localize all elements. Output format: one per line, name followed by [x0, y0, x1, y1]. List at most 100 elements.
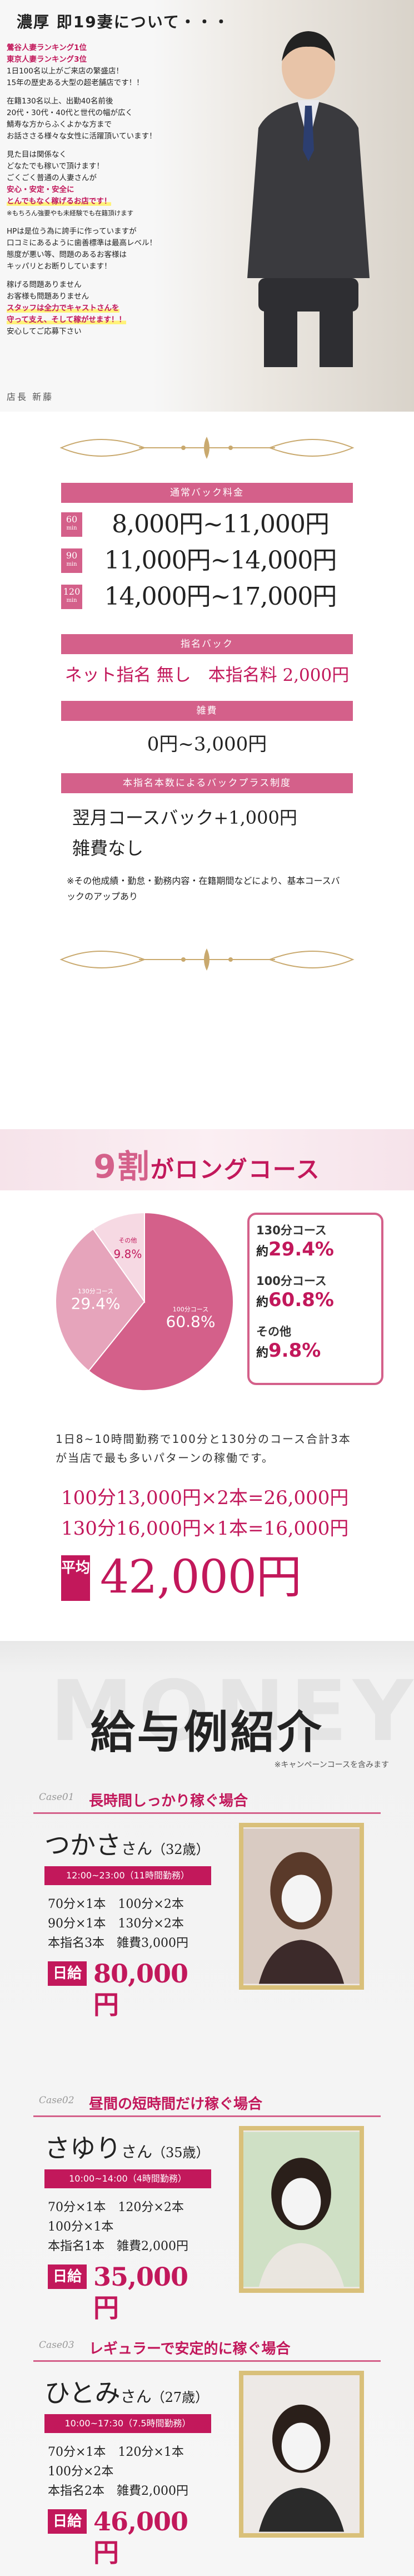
example-explanation: 1日8~10時間勤務で100分と130分のコース合計3本が当店で最も多いパターン… [56, 1432, 351, 1465]
pie-slice-label: 130分コース [78, 1288, 113, 1295]
case-number: Case03 [39, 2340, 74, 2351]
example-line: 130分16,000円×1本=16,000円 [61, 1517, 349, 1540]
salary-ghost-text: MONEY [50, 1663, 414, 1760]
salary-case-2: Case02 昼間の短時間だけ稼ぐ場合 さゆりさん（35歳） 10:00~14:… [33, 2092, 381, 2325]
pie-slice-label: その他 [118, 1237, 137, 1244]
pie-slice-value: 60.8% [166, 1312, 216, 1331]
course-badge: 120 min [61, 585, 82, 609]
pie-slice-value: 29.4% [71, 1294, 121, 1313]
ornament-top [59, 437, 355, 459]
case-row: 本指名2本 雑費2,000円 [48, 2484, 188, 2498]
manager-line: 鯖寿な方からふくよかな方まで [7, 120, 112, 129]
course-badge: 90 min [61, 548, 82, 573]
case-time: 12:00~23:00（11時間勤務） [44, 1866, 211, 1885]
case-photo [239, 2126, 364, 2293]
manager-line: ごくごく普通の人妻さんが [7, 174, 97, 182]
manager-line: どなたでも稼いで頂けます！ [7, 162, 104, 171]
case-name: ひとみさん（27歳） [44, 2378, 209, 2408]
plus-title: 本指名本数によるバックプラス制度 [61, 773, 353, 793]
average-income: 平均 42,000円 [61, 1552, 372, 1603]
example-line: 100分13,000円×2本=26,000円 [61, 1487, 349, 1509]
case-row: 70分×1本 120分×1本 [48, 2445, 184, 2459]
basic-back-title: 通常バック料金 [61, 483, 353, 503]
case-header: Case01 長時間しっかり稼ぐ場合 [33, 1788, 381, 1814]
nomination-title: 指名バック [61, 634, 353, 654]
manager-line: 見た目は関係なく [7, 150, 67, 159]
plus-line1: 翌月コースバック+1,000円 [72, 807, 297, 828]
manager-line: ※もちろん強要やも未経験でも在籍頂けます [7, 209, 134, 217]
case-header: Case03 レギュラーで安定的に稼ぐ場合 [33, 2336, 381, 2362]
manager-line: 在籍130名以上、出勤40名前後 [7, 97, 113, 106]
manager-line: 態度が悪い等、問題のあるお客様は [7, 250, 127, 259]
pie-slice-2 [55, 1228, 146, 1372]
legend-item: 100分コース 約60.8% [256, 1274, 334, 1311]
case-row: 70分×1本 100分×2本 [48, 1897, 184, 1911]
pie-slice-1 [88, 1212, 234, 1391]
price-amount: 14,000円~17,000円 [104, 582, 337, 611]
salary-title: 給与例紹介 [90, 1707, 324, 1758]
manager-line: 1日100名以上がご来店の繁盛店！ [7, 67, 123, 76]
plus-note: ※その他成績・勤怠・勤務内容・在籍期間などにより、基本コースバックのアップあり [67, 876, 340, 902]
case-title: 長時間しっかり稼ぐ場合 [89, 1793, 248, 1809]
manager-line: 守って支え、そして稼がせます！！ [7, 315, 126, 324]
manager-line: 稼げる問題ありません [7, 280, 82, 289]
manager-signature: 店長 新藤 [7, 392, 54, 402]
salary-note: ※キャンペーンコースを含みます [274, 1761, 389, 1769]
nomination-text: ネット指名 無し 本指名料 2,000円 [64, 665, 350, 685]
manager-section: 濃厚 即19妻について・・・ 鶯谷人妻ランキング1位 東京人妻ランキング3位 1… [0, 0, 414, 412]
price-amount: 8,000円~11,000円 [112, 510, 330, 538]
price-amount: 11,000円~14,000円 [104, 546, 337, 575]
manager-line: お話ささる様々な女性に活躍頂いています！ [7, 132, 157, 141]
salary-case-1: Case01 長時間しっかり稼ぐ場合 つかささん（32歳） 12:00~23:0… [33, 1788, 381, 2028]
pie-slice-value: 9.8% [114, 1247, 142, 1260]
manager-photo [153, 0, 414, 412]
case-header: Case02 昼間の短時間だけ稼ぐ場合 [33, 2092, 381, 2117]
price-row-120: 120 min 14,000円~17,000円 [61, 581, 353, 612]
case-title: レギュラーで安定的に稼ぐ場合 [89, 2341, 291, 2357]
misc-title: 雑費 [61, 701, 353, 721]
legend-item: その他 約9.8% [256, 1325, 321, 1362]
case-name: つかささん（32歳） [44, 1830, 210, 1860]
case-number: Case02 [39, 2095, 74, 2106]
manager-line: 15年の歴史ある大型の超老舗店です！！ [7, 78, 144, 87]
case-title: 昼間の短時間だけ稼ぐ場合 [89, 2096, 263, 2113]
course-badge: 60 min [61, 512, 82, 537]
manager-line: お客様も問題ありません [7, 292, 89, 301]
price-row-90: 90 min 11,000円~14,000円 [61, 545, 353, 576]
legend-item: 130分コース 約29.4% [256, 1224, 334, 1260]
manager-title: 濃厚 即19妻について・・・ [17, 13, 230, 31]
manager-line: 安心・安定・安全に [7, 185, 74, 194]
case-row: 本指名3本 雑費3,000円 [48, 1936, 188, 1950]
manager-line: 20代・30代・40代と世代の幅が広く [7, 108, 133, 117]
manager-line: 口コミにあるように歯善標準は最高レベル！ [7, 239, 157, 248]
case-name: さゆりさん（35歳） [44, 2133, 210, 2163]
manager-line: 鶯谷人妻ランキング1位 [7, 43, 87, 52]
salary-case-3: Case03 レギュラーで安定的に稼ぐ場合 ひとみさん（27歳） 10:00~1… [33, 2336, 381, 2570]
case-photo [239, 2371, 364, 2538]
case-time: 10:00~14:00（4時間勤務） [44, 2169, 211, 2188]
manager-message: 鶯谷人妻ランキング1位 東京人妻ランキング3位 1日100名以上がご来店の繁盛店… [0, 33, 183, 355]
manager-line: HPは是位う為に誇手に作っていますが [7, 227, 137, 236]
misc-text: 0円~3,000円 [147, 733, 267, 755]
case-row: 100分×1本 [48, 2220, 114, 2234]
long-course-header [0, 1129, 414, 1190]
manager-line: 東京人妻ランキング3位 [7, 55, 87, 64]
case-row: 70分×1本 120分×2本 [48, 2201, 184, 2214]
pie-slice-label: 100分コース [173, 1306, 208, 1313]
case-row: 100分×2本 [48, 2465, 114, 2479]
plus-line2: 雑費なし [72, 838, 144, 859]
case-photo [239, 1823, 364, 1990]
case-number: Case01 [39, 1792, 74, 1803]
pie-legend: 130分コース 約29.4% 100分コース 約60.8% その他 約9.8% [247, 1213, 383, 1385]
average-label: 平均 [61, 1555, 90, 1601]
manager-line: とんでもなく稼げるお店です！ [7, 197, 112, 206]
price-row-60: 60 min 8,000円~11,000円 [61, 509, 353, 540]
manager-line: キッパリとお断りしています！ [7, 262, 112, 271]
manager-figure [247, 31, 370, 367]
average-value: 42,000円 [100, 1551, 302, 1604]
pie-slice-3 [92, 1212, 145, 1304]
manager-line: 安心してご応募下さい [7, 327, 82, 336]
long-course-title: 9割がロングコース [93, 1148, 321, 1185]
